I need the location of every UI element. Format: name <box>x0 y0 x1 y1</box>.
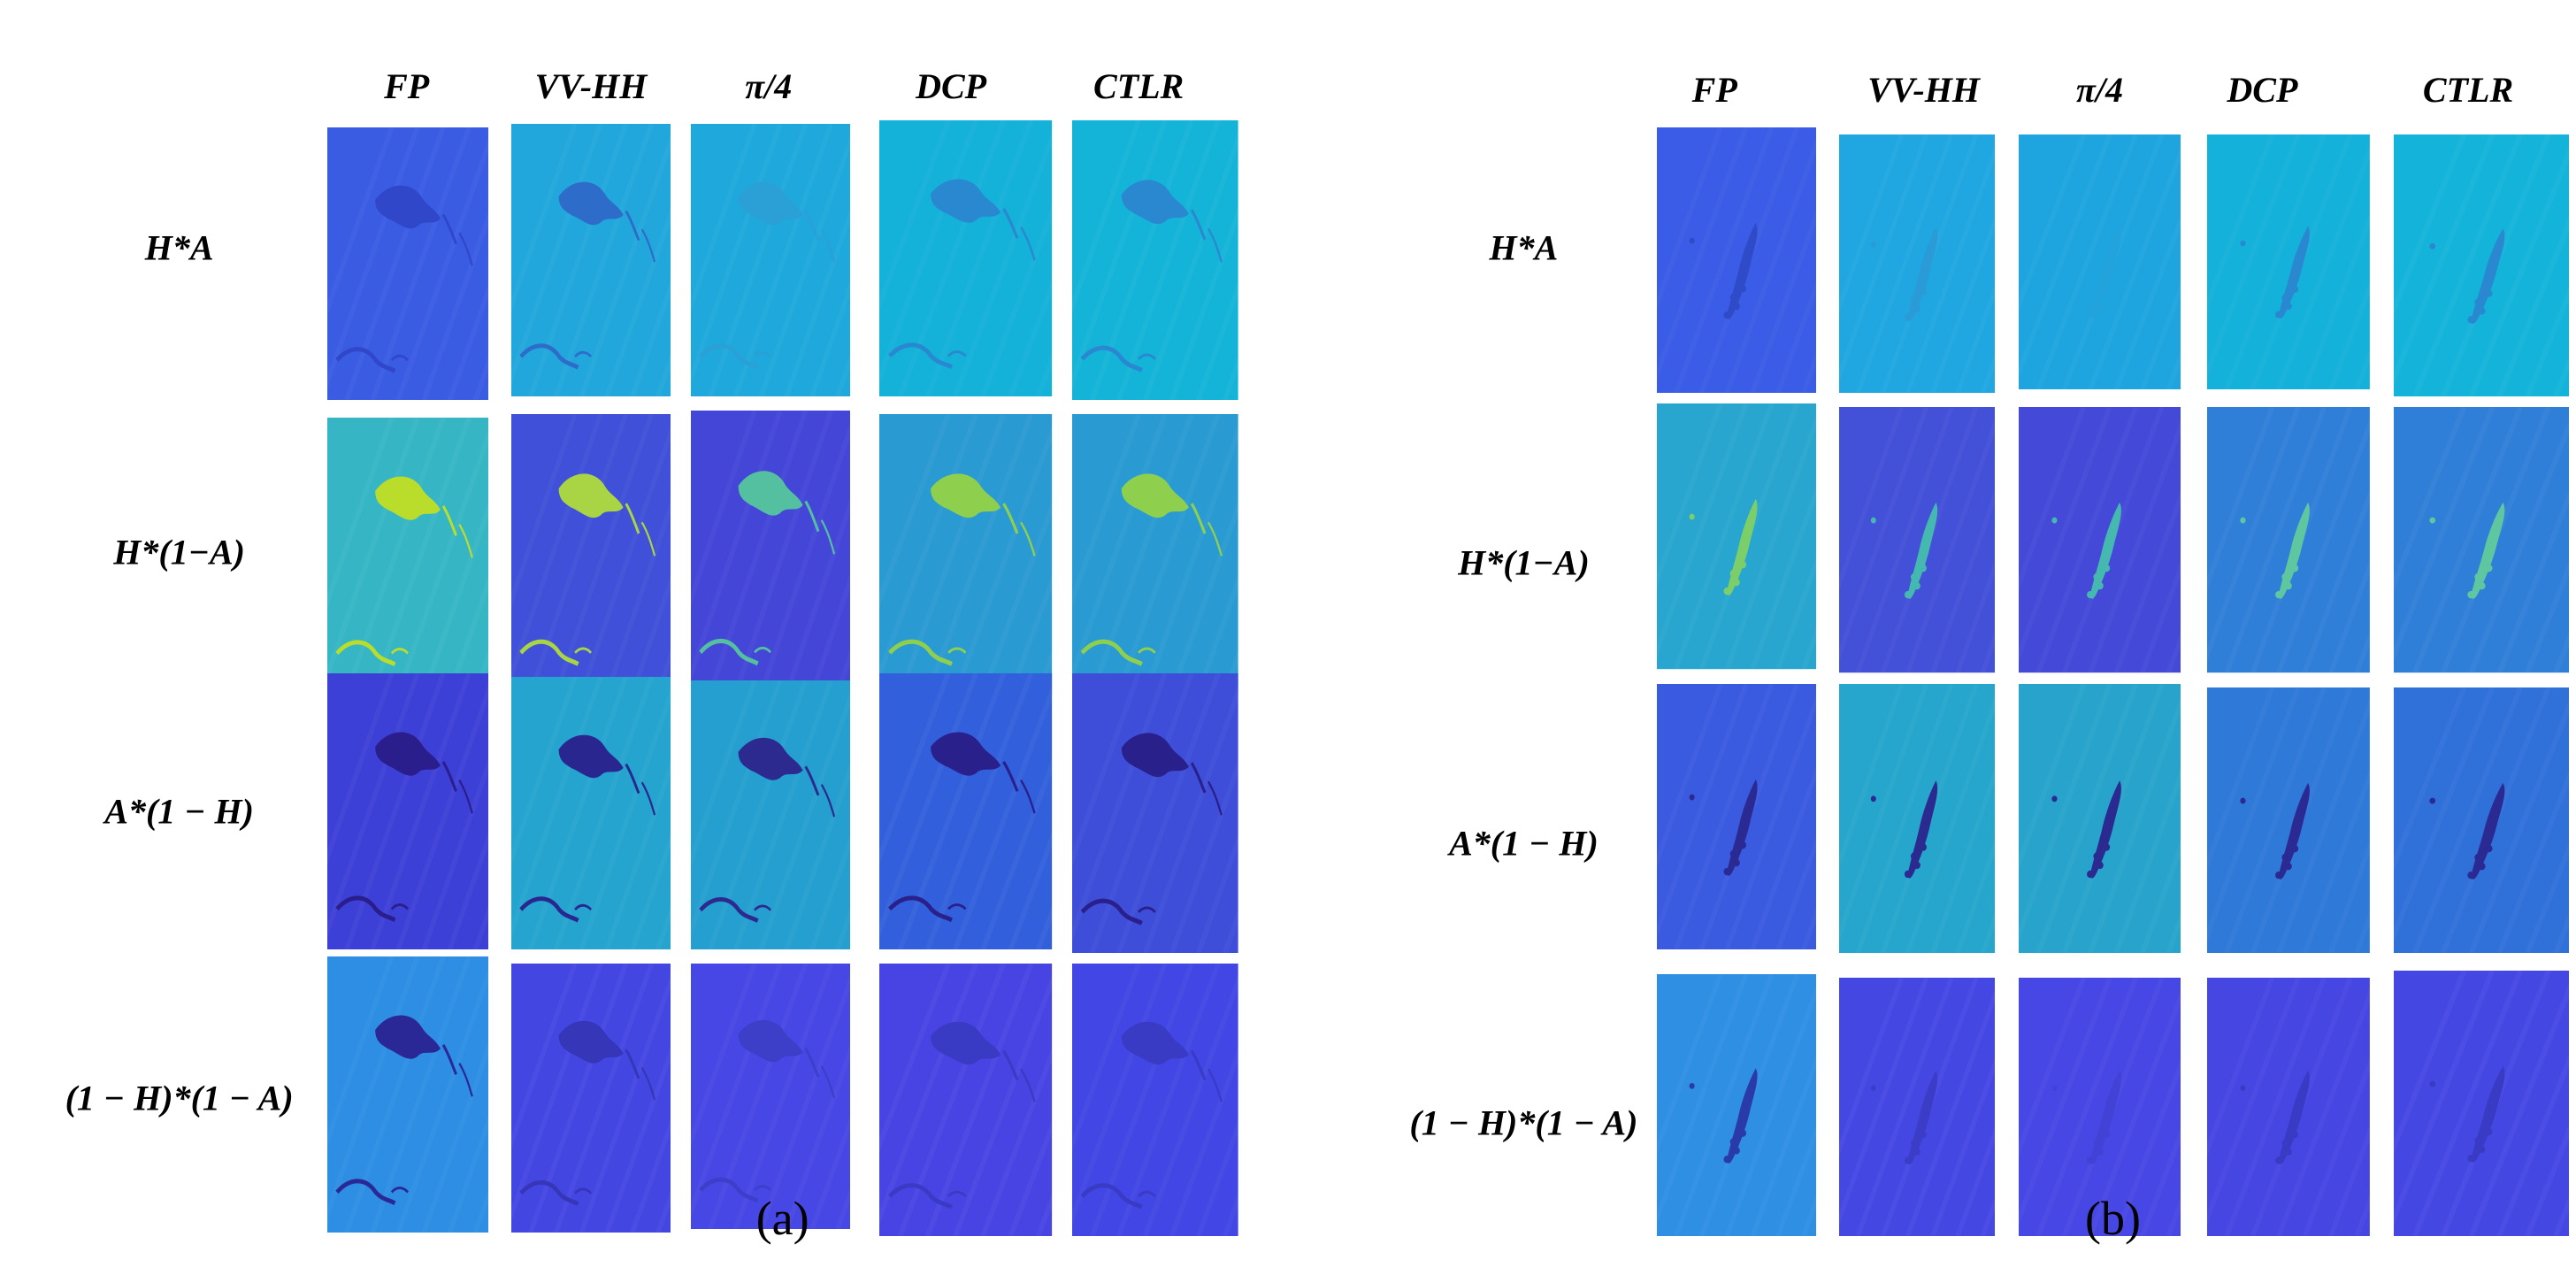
image-tile-r3-c1 <box>1838 977 1996 1236</box>
column-header-2: π/4 <box>2076 70 2123 111</box>
panel-b: FP VV-HH π/4 DCP CTLR H*A H*(1−A) A*(1 − H) (1 −… <box>1288 0 2576 1275</box>
row-label-2: A*(1 − H) <box>1449 823 1598 864</box>
image-tile-r2-c2 <box>2018 683 2181 953</box>
image-tile-r3-c1 <box>510 963 671 1233</box>
row-label-2: A*(1 − H) <box>104 791 254 832</box>
column-header-1: VV-HH <box>1867 70 1980 111</box>
image-tile-r2-c1 <box>510 676 671 949</box>
image-tile-r0-c2 <box>690 124 850 397</box>
row-label-3: (1 − H)*(1 − A) <box>1409 1102 1638 1143</box>
image-tile-r3-c0 <box>326 956 488 1233</box>
image-tile-r1-c3 <box>879 414 1053 695</box>
row-label-1: H*(1−A) <box>1458 542 1590 583</box>
image-tile-r0-c3 <box>879 120 1053 397</box>
image-tile-r3-c0 <box>1656 973 1816 1236</box>
image-tile-r1-c1 <box>510 414 671 695</box>
column-header-0: FP <box>1691 70 1737 111</box>
image-tile-r3-c3 <box>2207 977 2371 1236</box>
image-tile-r2-c3 <box>879 672 1053 949</box>
image-tile-r3-c4 <box>2393 970 2570 1236</box>
column-header-1: VV-HH <box>534 66 648 107</box>
column-header-0: FP <box>384 66 430 107</box>
image-tile-r2-c0 <box>326 672 488 949</box>
row-label-3: (1 − H)*(1 − A) <box>65 1078 294 1118</box>
image-tile-r3-c4 <box>1072 963 1238 1236</box>
image-tile-r1-c4 <box>2393 407 2570 673</box>
image-tile-r1-c1 <box>1838 407 1996 673</box>
image-tile-r0-c2 <box>2018 134 2181 390</box>
image-tile-r1-c3 <box>2207 407 2371 673</box>
row-label-0: H*A <box>144 227 214 268</box>
image-tile-r0-c4 <box>1072 120 1238 401</box>
image-tile-r2-c2 <box>690 680 850 949</box>
image-tile-r0-c0 <box>1656 127 1816 394</box>
column-header-4: CTLR <box>1093 66 1184 107</box>
column-header-4: CTLR <box>2422 70 2514 111</box>
row-label-1: H*(1−A) <box>113 532 245 572</box>
image-tile-r2-c0 <box>1656 683 1816 949</box>
image-tile-r0-c4 <box>2393 134 2570 397</box>
column-header-3: DCP <box>2227 70 2298 111</box>
image-tile-r1-c0 <box>1656 403 1816 670</box>
image-tile-r3-c2 <box>690 963 850 1229</box>
column-header-2: π/4 <box>745 66 793 107</box>
subfigure-caption: (a) <box>755 1192 809 1245</box>
image-tile-r1-c2 <box>690 411 850 695</box>
image-tile-r2-c4 <box>2393 687 2570 953</box>
image-tile-r1-c0 <box>326 418 488 695</box>
image-tile-r1-c2 <box>2018 407 2181 673</box>
image-tile-r0-c1 <box>1838 134 1996 394</box>
image-tile-r3-c3 <box>879 963 1053 1236</box>
image-tile-r1-c4 <box>1072 414 1238 695</box>
image-tile-r0-c1 <box>510 124 671 397</box>
panel-a: FP VV-HH π/4 DCP CTLR H*A H*(1−A) A*(1 − H) (1 −… <box>65 66 1238 1245</box>
image-tile-r3-c2 <box>2018 977 2181 1236</box>
image-tile-r2-c4 <box>1072 672 1238 953</box>
image-tile-r2-c3 <box>2207 687 2371 953</box>
subfigure-caption: (b) <box>2085 1192 2141 1245</box>
image-tile-r0-c0 <box>326 127 488 401</box>
column-header-3: DCP <box>916 66 987 107</box>
image-tile-r0-c3 <box>2207 134 2371 390</box>
row-label-0: H*A <box>1489 227 1559 268</box>
image-tile-r2-c1 <box>1838 683 1996 953</box>
